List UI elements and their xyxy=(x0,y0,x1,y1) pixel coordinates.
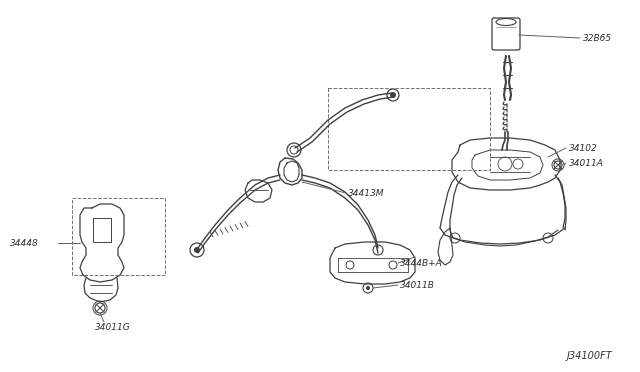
Text: 34011B: 34011B xyxy=(400,280,435,289)
Circle shape xyxy=(390,92,396,98)
Text: 34011A: 34011A xyxy=(569,158,604,167)
Text: 32B65: 32B65 xyxy=(583,33,612,42)
Text: 34413M: 34413M xyxy=(348,189,385,198)
Circle shape xyxy=(194,247,200,253)
Text: J34100FT: J34100FT xyxy=(567,351,612,361)
Text: 3444B+A: 3444B+A xyxy=(400,259,443,267)
Text: 34011G: 34011G xyxy=(95,323,131,331)
Text: 34102: 34102 xyxy=(569,144,598,153)
Text: 34448: 34448 xyxy=(10,238,39,247)
Circle shape xyxy=(366,286,370,290)
